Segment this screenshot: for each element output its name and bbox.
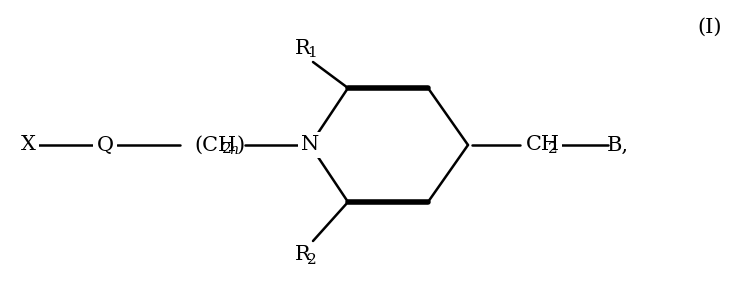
Text: 1: 1 — [307, 46, 316, 60]
Text: CH: CH — [526, 135, 560, 155]
Text: Q: Q — [96, 135, 113, 155]
Text: 2: 2 — [222, 142, 232, 156]
Text: 2: 2 — [307, 253, 316, 267]
Text: R: R — [295, 39, 310, 57]
Text: R: R — [295, 246, 310, 264]
Text: (I): (I) — [698, 18, 722, 37]
Text: 2: 2 — [548, 142, 558, 156]
Text: n: n — [229, 143, 238, 157]
Text: N: N — [301, 135, 319, 155]
Text: X: X — [21, 135, 36, 155]
Text: B,: B, — [607, 135, 629, 155]
Text: ): ) — [237, 135, 245, 155]
Text: (CH: (CH — [194, 135, 236, 155]
